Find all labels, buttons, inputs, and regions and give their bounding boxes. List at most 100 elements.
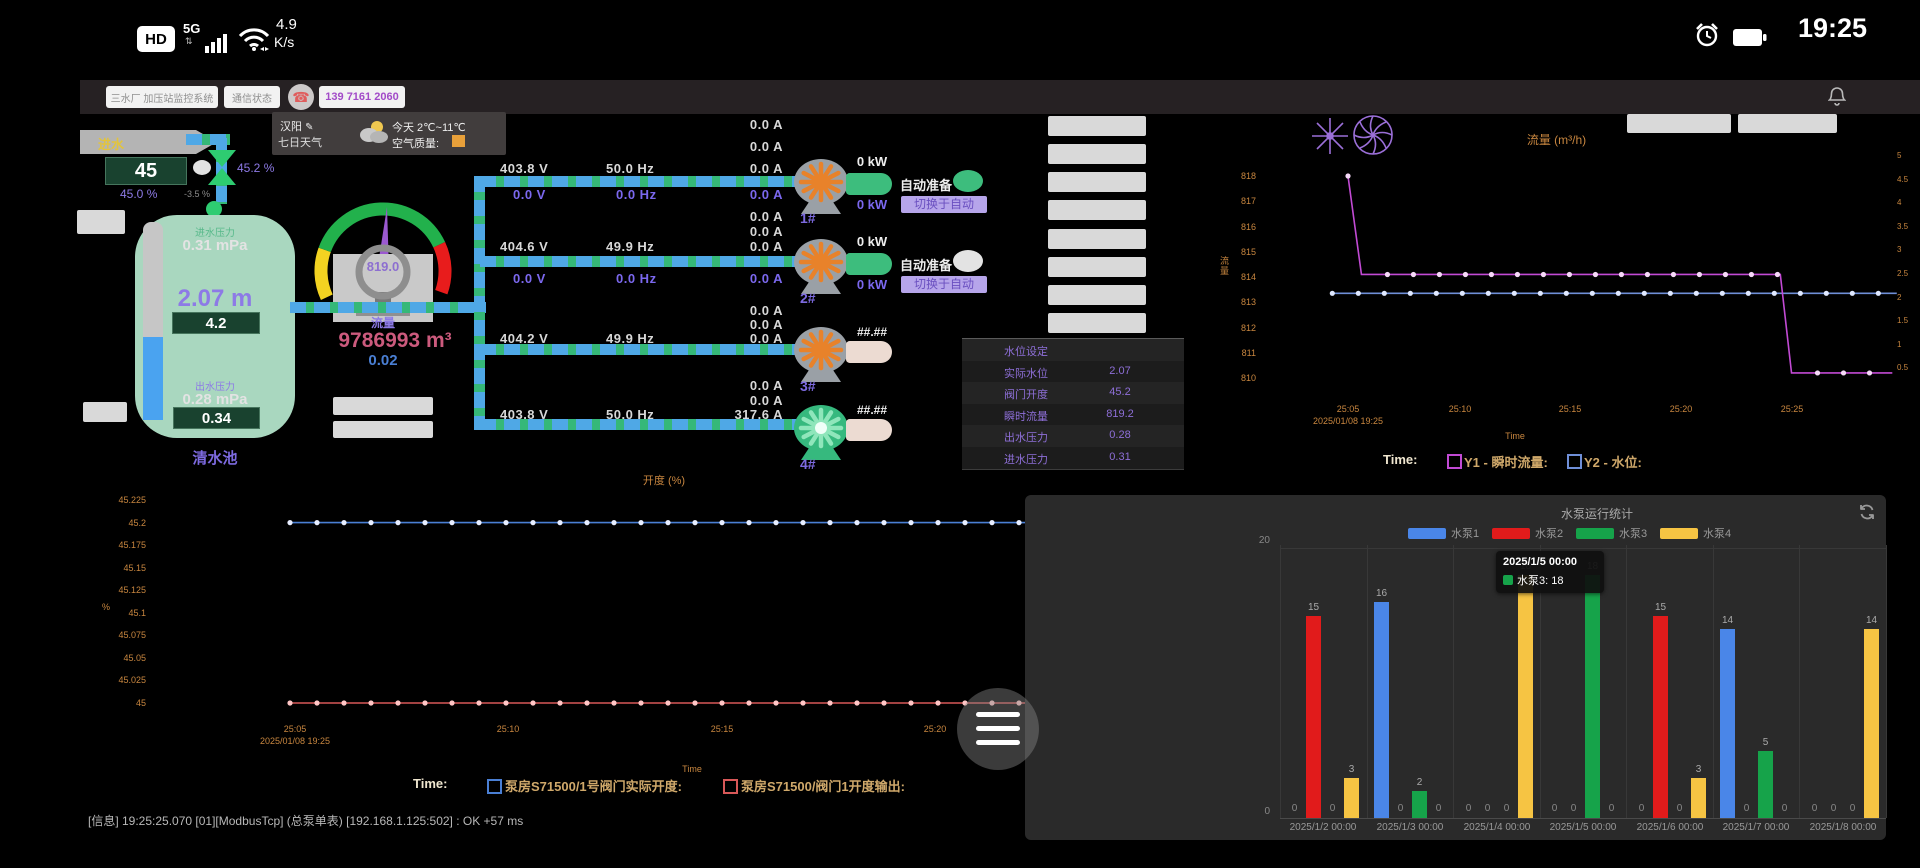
flow-legend-y1[interactable]: Y1 - 瞬时流量: [1464,455,1548,470]
flow-y-right-tick: 3.5 [1897,221,1909,231]
bar[interactable] [1374,602,1389,818]
pump-power-top: 0 kW [856,234,888,249]
chart-blank-button-1[interactable] [1627,114,1731,133]
bar[interactable] [1720,629,1735,818]
table-row-label: 阀门开度 [1004,389,1048,402]
table-row-value: 2.07 [1109,364,1131,377]
blank-button-stack-item[interactable] [1048,256,1146,277]
flow-y-right-tick: 1.5 [1897,316,1909,326]
bar-value-label: 15 [1654,601,1667,613]
flow-y-right-tick: 4 [1897,198,1902,208]
legend-swatch-actual[interactable] [487,779,502,794]
legend-swatch-y1[interactable] [1447,454,1462,469]
weather-forecast-link[interactable]: 七日天气 [278,137,322,149]
blank-button-left-bottom[interactable] [83,402,127,422]
bar-legend-swatch[interactable] [1408,528,1446,539]
opening-y-tick: 45.225 [118,495,146,505]
branch-pipe-2 [480,256,798,267]
pump-switch-auto-button[interactable]: 切换于自动 [901,196,987,213]
floating-menu-button[interactable] [957,688,1039,770]
frequency-value: 50.0 Hz [606,161,655,176]
bar[interactable] [1864,629,1879,818]
valve-indicator-ellipse [193,160,211,175]
blank-button-stack-item[interactable] [1048,172,1146,193]
grid-line-vertical [1626,545,1628,818]
bar-chart-title: 水泵运行统计 [1560,507,1633,521]
pump-status-lamp [953,170,983,192]
bar-zero-label: 0 [1484,803,1491,814]
bar[interactable] [1518,575,1533,818]
opening-y-tick: 45.125 [118,585,146,596]
opening-y-tick: 45.15 [123,562,146,573]
caller-avatar[interactable]: ☎ [288,84,314,110]
blank-button-gauge-1[interactable] [333,397,433,415]
flow-plot [1212,140,1920,420]
flow-y-left-tick: 817 [1240,196,1256,207]
opening-legend-actual[interactable]: 泵房S71500/1号阀门实际开度: [505,779,682,794]
bar-legend-label[interactable]: 水泵2 [1535,528,1564,540]
bar[interactable] [1585,575,1600,818]
refresh-icon[interactable] [1858,503,1876,521]
flow-x-start-date: 2025/01/08 19:25 [1312,416,1384,426]
blank-button-stack-item[interactable] [1048,200,1146,221]
bar-legend-label[interactable]: 水泵3 [1619,528,1648,540]
bar-x-label: 2025/1/8 00:00 [1809,822,1877,833]
bar[interactable] [1344,777,1359,818]
opening-legend-output[interactable]: 泵房S71500/阀门1开度输出: [741,779,905,794]
flow-y-left-tick: 818 [1240,171,1256,181]
weather-city[interactable]: 汉阳 ✎ [280,121,314,133]
edit-pencil-icon: ✎ [305,122,314,133]
inlet-arrow-label: 进水 [98,137,125,152]
blank-button-stack-item[interactable] [1048,284,1146,305]
flow-legend-y2[interactable]: Y2 - 水位: [1584,455,1642,470]
bar-zero-label: 0 [1329,803,1336,814]
bar-legend-label[interactable]: 水泵4 [1703,528,1732,540]
network-arrows-icon: ⇅ [185,36,193,46]
chart-blank-button-2[interactable] [1738,114,1837,133]
pump-switch-auto-button[interactable]: 切换于自动 [901,276,987,293]
blank-button-stack-item[interactable] [1048,228,1146,249]
pump-status-label: 自动准备 [900,178,953,193]
opening-chart-title: 开度 (%) [642,475,686,487]
current-c-value: 0.0 A [749,239,783,254]
bar-x-label: 2025/1/4 00:00 [1463,822,1531,833]
blank-button-gauge-2[interactable] [333,421,433,438]
system-title-button[interactable]: 三水厂 加压站监控系统 [106,86,218,108]
bar-legend-swatch[interactable] [1576,528,1614,539]
phone-number-button[interactable]: 139 7161 2060 [319,86,405,108]
opening-y-tick: 45.05 [123,652,146,663]
valve-percent-label: 45.2 % [237,161,275,175]
bar[interactable] [1691,777,1706,818]
blank-button-stack-item[interactable] [1048,144,1146,165]
tank-outlet-pressure-value: 0.28 mPa [182,391,248,408]
opening-y-tick: 45.1 [128,607,146,618]
bar-zero-label: 0 [1811,803,1818,814]
bar-zero-label: 0 [1849,803,1856,814]
bell-icon[interactable] [1827,86,1847,112]
blank-button-left-top[interactable] [77,210,125,234]
bar[interactable] [1758,750,1773,818]
bar[interactable] [1306,615,1321,818]
pump-power-top: 0 kW [856,154,888,169]
pump-id-label: 1# [800,210,816,226]
blank-button-stack-item[interactable] [1048,312,1146,333]
bar-legend-swatch[interactable] [1492,528,1530,539]
table-row-label: 进水压力 [1004,454,1048,466]
bar[interactable] [1653,615,1668,818]
main-outlet-pipe [290,302,486,313]
opening-x-tick: 25:05 [283,724,307,734]
blank-button-stack-item[interactable] [1048,116,1146,136]
hd-badge: HD [137,26,175,52]
pump-status-label: 自动准备 [900,258,953,273]
bar-legend-swatch[interactable] [1660,528,1698,539]
table-row-value: 819.2 [1106,407,1134,420]
legend-swatch-y2[interactable] [1567,454,1582,469]
pump-outlet-stub [846,341,892,363]
legend-swatch-output[interactable] [723,779,738,794]
comm-status-button[interactable]: 通信状态 [224,86,280,108]
bar[interactable] [1412,791,1427,818]
fan-decor-icon [1350,112,1396,163]
bar-legend-label[interactable]: 水泵1 [1451,528,1480,540]
vfd-voltage-value: 0.0 V [513,187,546,202]
pump-icon [793,156,849,216]
